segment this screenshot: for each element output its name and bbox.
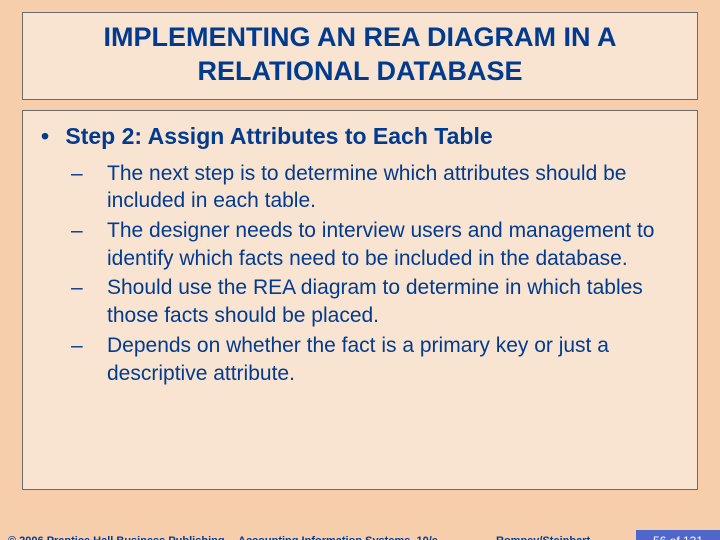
list-item: –The designer needs to interview users a… bbox=[89, 217, 679, 272]
slide-title: IMPLEMENTING AN REA DIAGRAM IN A RELATIO… bbox=[33, 21, 687, 89]
footer-copyright: © 2006 Prentice Hall Business Publishing bbox=[0, 535, 238, 540]
list-item-text: Should use the REA diagram to determine … bbox=[107, 276, 643, 327]
list-item-text: The next step is to determine which attr… bbox=[107, 162, 626, 213]
title-line-2: RELATIONAL DATABASE bbox=[198, 56, 523, 86]
dash-icon: – bbox=[89, 274, 107, 302]
footer-authors: Romney/Steinbart bbox=[496, 535, 636, 540]
dash-icon: – bbox=[89, 217, 107, 245]
content-box: • Step 2: Assign Attributes to Each Tabl… bbox=[22, 110, 698, 490]
step-label: Step 2: Assign Attributes to Each Table bbox=[65, 123, 492, 149]
list-item-text: The designer needs to interview users an… bbox=[107, 219, 655, 270]
dash-icon: – bbox=[89, 332, 107, 360]
list-item: –Should use the REA diagram to determine… bbox=[89, 274, 679, 329]
list-item: –The next step is to determine which att… bbox=[89, 160, 679, 215]
title-line-1: IMPLEMENTING AN REA DIAGRAM IN A bbox=[104, 22, 617, 52]
footer: © 2006 Prentice Hall Business Publishing… bbox=[0, 530, 720, 540]
list-item-text: Depends on whether the fact is a primary… bbox=[107, 334, 609, 385]
footer-book-title: Accounting Information Systems, 10/e bbox=[238, 535, 496, 540]
step-bullet: • bbox=[41, 123, 59, 150]
title-box: IMPLEMENTING AN REA DIAGRAM IN A RELATIO… bbox=[22, 12, 698, 100]
step-heading: • Step 2: Assign Attributes to Each Tabl… bbox=[41, 123, 679, 150]
list-item: –Depends on whether the fact is a primar… bbox=[89, 332, 679, 387]
page-number: 56 of 131 bbox=[636, 530, 720, 540]
sub-list: –The next step is to determine which att… bbox=[89, 160, 679, 388]
dash-icon: – bbox=[89, 160, 107, 188]
